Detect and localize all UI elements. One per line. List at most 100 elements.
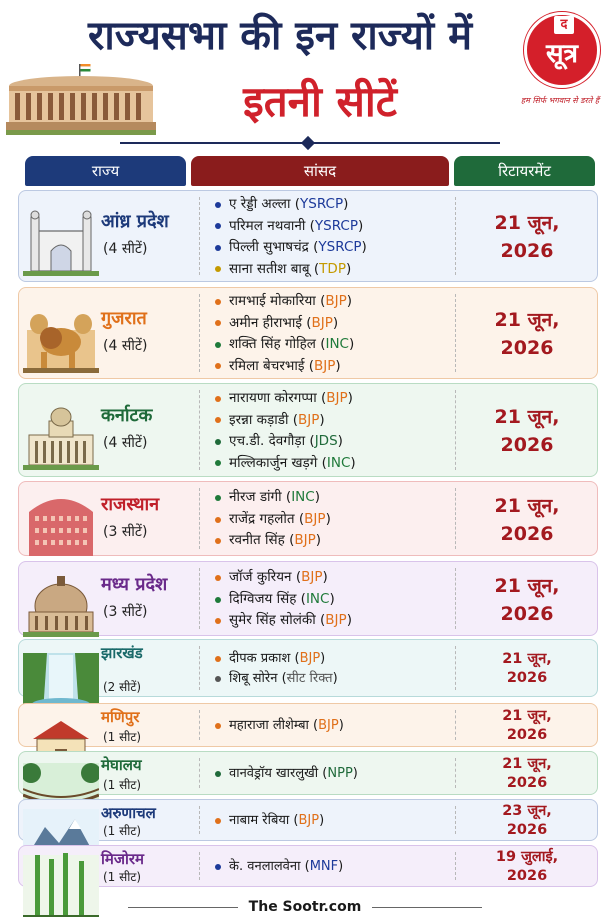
retirement-year: 2026 [500,240,554,262]
column-separator [455,294,456,372]
mp-item: वानवेड्रॉय खारलुखी (NPP) [215,764,358,784]
party-label: BJP [304,510,326,527]
retirement-year: 2026 [506,670,548,686]
party-label: INC [305,590,330,607]
mp-list: नीरज डांगी (INC) राजेंद्र गहलोत (BJP) रवनी… [215,487,331,552]
seat-count: (1 सीट) [103,870,142,884]
mp-name: नारायणा कोरगप्पा [229,390,317,406]
mp-list: महाराजा लीशेम्बा (BJP) [215,716,344,736]
mp-item: साना सतीश बाबू (TDP) [215,259,367,281]
mp-item: दीपक प्रकाश (BJP) [215,649,338,669]
stupa-icon [23,575,99,637]
mp-name: दिग्विजय सिंह [229,590,297,607]
mp-item: जॉर्ज कुरियन (BJP) [215,567,352,589]
mp-name: जॉर्ज कुरियन [229,569,292,586]
state-name: आंध्र प्रदेश [101,211,169,232]
state-name: मध्य प्रदेश [101,573,168,595]
party-label: BJP [314,357,336,374]
state-name: झारखंड [101,644,143,662]
mp-item: ए रेड्डी अल्ला (YSRCP) [215,194,367,216]
mp-name: परिमल नथवानी [229,217,306,234]
state-row: राजस्थान (3 सीटें) नीरज डांगी (INC) राजेंद्… [18,481,598,556]
state-name: मणिपुर [101,708,140,726]
mp-name: नीरज डांगी [229,489,282,506]
seat-count: (2 सीटें) [103,680,142,694]
column-separator [199,852,200,880]
lion-palace-icon [23,314,99,373]
mp-item: नारायणा कोरगप्पा (BJP) [215,388,356,410]
mp-item: नीरज डांगी (INC) [215,487,331,509]
mp-item: मल्लिकार्जुन खड़गे (INC) [215,453,356,475]
party-label: BJP [325,293,347,309]
mp-list: दीपक प्रकाश (BJP) शिबू सोरेन (सीट रिक्त) [215,649,338,689]
mp-name: पिल्ली सुभाषचंद्र [229,239,309,255]
mp-name: मल्लिकार्जुन खड़गे [229,454,318,471]
party-label: TDP [319,260,346,277]
party-label: BJP [325,612,347,629]
seat-count: (1 सीट) [103,824,142,838]
retirement-day-month: 21 जून, [502,651,552,667]
retirement-day-month: 21 जून, [494,309,560,331]
column-separator [199,710,200,740]
state-row: मध्य प्रदेश (3 सीटें) जॉर्ज कुरियन (BJP) दि… [18,561,598,637]
seat-count: (4 सीटें) [103,435,148,451]
column-separator [199,488,200,549]
mp-name: रामभाई मोकारिया [229,293,316,309]
column-separator [199,806,200,834]
mp-item: नाबाम रेबिया (BJP) [215,811,324,831]
mp-name: रमिला बेचरभाई [229,357,305,374]
retirement-year: 2026 [506,822,548,838]
column-separator [455,197,456,275]
mp-name: एच.डी. देवगौड़ा [229,433,306,449]
mp-item: एच.डी. देवगौड़ा (JDS) [215,431,356,453]
charminar-icon [23,210,99,276]
state-row: मेघालय (1 सीट) वानवेड्रॉय खारलुखी (NPP) 21 … [18,751,599,823]
retirement-date: 21 जून, 2026 [455,755,599,793]
state-name: मेघालय [101,756,142,774]
retirement-date: 21 जून, 2026 [455,306,599,362]
mp-item: शक्ति सिंह गोहिल (INC) [215,334,354,356]
mp-item: रमिला बेचरभाई (BJP) [215,356,354,378]
retirement-day-month: 19 जुलाई, [495,849,559,865]
header: राज्यसभा की इन राज्यों में इतनी सीटें द … [0,0,616,151]
retirement-day-month: 21 जून, [494,406,560,428]
column-separator [455,710,456,740]
state-name: अरुणाचल [101,804,156,822]
retirement-day-month: 21 जून, [494,212,560,234]
party-label: सीट रिक्त [286,671,333,686]
retirement-day-month: 21 जून, [502,756,552,772]
mp-list: के. वनलालवेना (MNF) [215,857,343,877]
state-row: कर्नाटक (4 सीटें) नारायणा कोरगप्पा (BJP) इर… [18,383,598,477]
retirement-year: 2026 [500,337,554,359]
state-row: मणिपुर (1 सीट) महाराजा लीशेम्बा (BJP) 21 जू… [18,703,598,775]
mp-name: साना सतीश बाबू [229,260,310,277]
column-header-state: राज्य [25,156,186,186]
mp-name: इरन्ना कड़ाडी [229,411,289,428]
tagline: हम सिर्फ भगवान से डरते हैं [520,96,600,105]
mp-item: दिग्विजय सिंह (INC) [215,589,352,611]
retirement-year: 2026 [500,522,554,545]
mp-item: इरन्ना कड़ाडी (BJP) [215,410,356,432]
mp-item: के. वनलालवेना (MNF) [215,857,343,877]
column-separator [199,758,200,788]
mp-name: नाबाम रेबिया [229,813,290,828]
party-label: INC [291,489,315,506]
seat-count: (1 सीट) [103,730,142,744]
mp-item: महाराजा लीशेम्बा (BJP) [215,716,344,736]
party-label: YSRCP [300,196,344,212]
footer: The Sootr.com [0,896,616,920]
retirement-year: 2026 [500,602,554,625]
seat-count: (4 सीटें) [103,241,148,257]
column-separator [455,852,456,880]
party-label: YSRCP [318,239,362,255]
seat-count: (3 सीटें) [103,603,148,620]
vidhana-soudha-icon [23,407,99,470]
mp-name: सुमेर सिंह सोलंकी [229,612,316,629]
retirement-date: 19 जुलाई, 2026 [455,848,599,886]
state-row: अरुणाचल (1 सीट) नाबाम रेबिया (BJP) 23 जून, 2… [18,799,598,871]
column-separator [455,488,456,549]
state-row: गुजरात (4 सीटें) रामभाई मोकारिया (BJP) अमीन… [18,287,598,379]
column-separator [199,197,200,275]
mp-item: राजेंद्र गहलोत (BJP) [215,509,331,531]
party-label: YSRCP [314,217,358,234]
